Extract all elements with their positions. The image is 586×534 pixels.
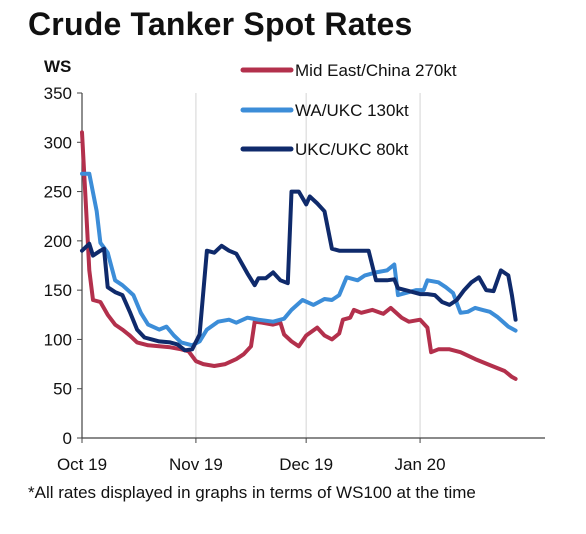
legend-label-3: UKC/UKC 80kt: [295, 140, 409, 159]
legend-label-2: WA/UKC 130kt: [295, 101, 409, 120]
legend-label-1: Mid East/China 270kt: [295, 61, 457, 80]
y-axis-label: WS: [44, 57, 71, 76]
series-line-2: [80, 171, 518, 348]
y-tick-label: 0: [63, 429, 72, 448]
series-line-3: [80, 189, 518, 353]
footnote: *All rates displayed in graphs in terms …: [28, 483, 476, 502]
y-tick-label: 100: [44, 330, 72, 349]
y-tick-label: 300: [44, 133, 72, 152]
y-tick-label: 150: [44, 281, 72, 300]
x-tick-label: Nov 19: [169, 455, 223, 474]
chart-title: Crude Tanker Spot Rates: [28, 6, 413, 42]
y-tick-label: 250: [44, 183, 72, 202]
x-tick-label: Jan 20: [395, 455, 446, 474]
x-tick-label: Oct 19: [57, 455, 107, 474]
y-tick-label: 350: [44, 84, 72, 103]
y-tick-label: 200: [44, 232, 72, 251]
y-tick-label: 50: [53, 380, 72, 399]
series-line-1: [80, 130, 518, 381]
x-tick-label: Dec 19: [279, 455, 333, 474]
